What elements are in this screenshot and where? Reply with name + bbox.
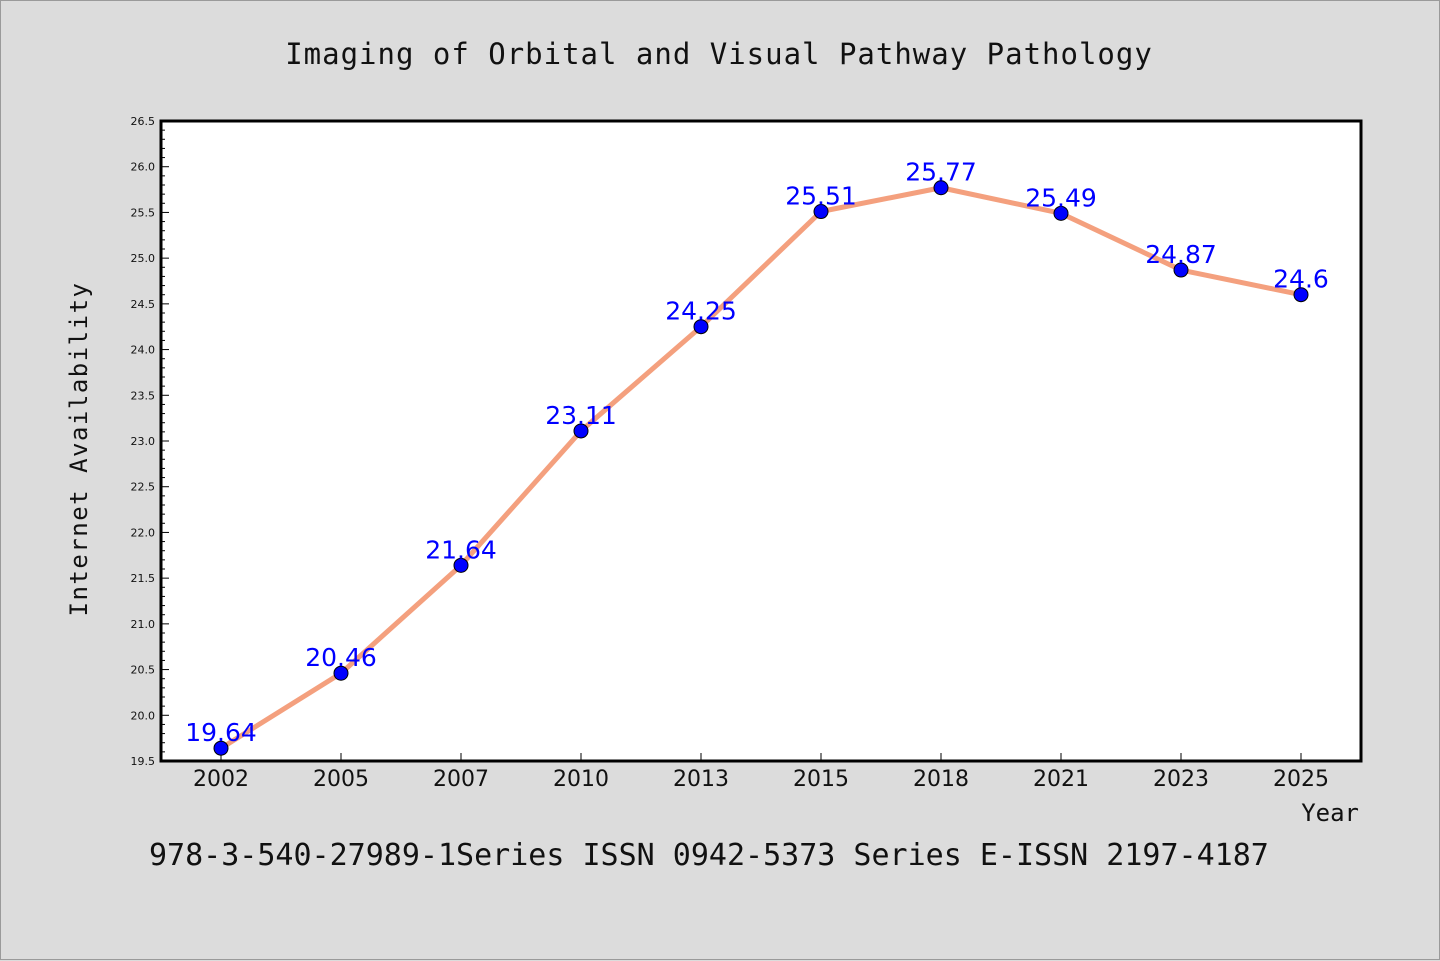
data-point	[1053, 205, 1069, 221]
data-label: 21.64	[425, 535, 497, 564]
x-axis: 2002 2005 2007 2010 2013 2015 2018 2021 2023 2025	[193, 753, 1329, 792]
y-tick-label: 24.5	[131, 298, 156, 311]
data-label: 25.51	[785, 182, 857, 211]
y-tick-label: 26.5	[131, 115, 156, 128]
data-label: 24.25	[665, 297, 737, 326]
x-tick-label: 2025	[1273, 767, 1329, 792]
y-tick-label: 22.5	[131, 481, 156, 494]
data-label: 24.6	[1273, 265, 1329, 294]
data-label: 19.64	[185, 718, 257, 747]
data-point	[573, 423, 589, 439]
data-point	[1293, 287, 1309, 303]
x-tick-label: 2007	[433, 767, 489, 792]
x-tick-label: 2015	[793, 767, 849, 792]
series-layer: 19.64 20.46 21.64 23.11 24.25 25.51 25.77 25.49…	[185, 158, 1329, 756]
x-tick-label: 2023	[1153, 767, 1209, 792]
y-tick-label: 26.0	[131, 161, 156, 174]
y-tick-label: 23.0	[131, 435, 156, 448]
data-point	[1173, 262, 1189, 278]
data-label: 23.11	[545, 401, 617, 430]
y-tick-label: 25.0	[131, 252, 156, 265]
y-axis-label: Internet Availability	[65, 282, 93, 617]
x-tick-label: 2005	[313, 767, 369, 792]
series-line	[218, 185, 1304, 751]
x-tick-label: 2021	[1033, 767, 1089, 792]
y-tick-label: 25.5	[131, 206, 156, 219]
x-axis-label: Year	[1301, 799, 1359, 827]
plot-border	[159, 119, 1363, 763]
data-point	[813, 204, 829, 220]
y-tick-label: 21.5	[131, 572, 156, 585]
data-point	[693, 319, 709, 335]
y-tick-label: 20.0	[131, 709, 156, 722]
data-point	[213, 740, 229, 756]
data-label: 20.46	[305, 643, 377, 672]
x-tick-label: 2013	[673, 767, 729, 792]
data-point	[453, 557, 469, 573]
x-tick-label: 2002	[193, 767, 249, 792]
data-label: 25.49	[1025, 183, 1097, 212]
data-label: 25.77	[905, 158, 977, 187]
y-axis: 19.5 20.0 20.5 21.0 21.5 22.0 22.5 23.0 23.5 24.0…	[131, 115, 169, 768]
x-tick-label: 2018	[913, 767, 969, 792]
y-tick-label: 23.5	[131, 389, 156, 402]
x-tick-label: 2010	[553, 767, 609, 792]
y-tick-label: 19.5	[131, 755, 156, 768]
chart-title: Imaging of Orbital and Visual Pathway Pa…	[285, 37, 1153, 71]
y-tick-label: 20.5	[131, 664, 156, 677]
footer-isbn-issn: 978-3-540-27989-1Series ISSN 0942-5373 S…	[149, 838, 1269, 873]
data-label: 24.87	[1145, 240, 1217, 269]
y-tick-label: 21.0	[131, 618, 156, 631]
y-tick-label: 22.0	[131, 526, 156, 539]
data-point	[933, 180, 949, 196]
y-tick-label: 24.0	[131, 344, 156, 357]
data-point	[333, 665, 349, 681]
